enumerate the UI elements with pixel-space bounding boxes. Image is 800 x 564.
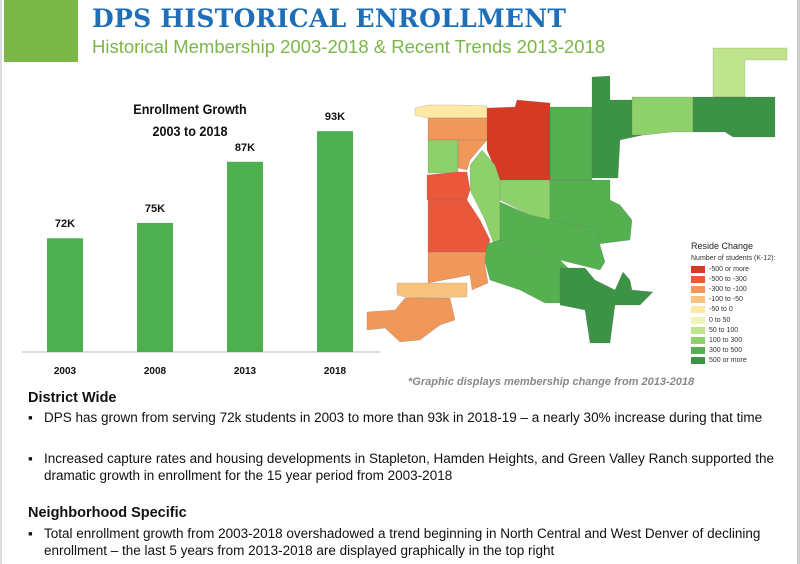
legend-item: 100 to 300 — [691, 335, 775, 345]
bullet-icon: ▪ — [28, 451, 33, 466]
district-heading: District Wide — [28, 390, 117, 406]
legend-label: -100 to -50 — [709, 296, 743, 304]
data-label: 93K — [324, 111, 346, 124]
region-l4a — [414, 104, 488, 119]
bullet-text: Increased capture rates and housing deve… — [44, 451, 774, 483]
region-l0a — [486, 99, 551, 181]
legend-label: 50 to 100 — [709, 326, 739, 334]
district-bullet-1: ▪ DPS has grown from serving 72k students… — [28, 409, 788, 426]
legend-item: 300 to 500 — [691, 346, 775, 356]
legend-label: 300 to 500 — [709, 347, 743, 355]
region-l8a — [549, 106, 593, 181]
region-l1a — [426, 171, 471, 201]
bar-2008 — [137, 222, 173, 352]
brand-square — [4, 0, 78, 62]
legend-label: -500 or more — [709, 265, 750, 273]
region-l2b — [457, 139, 488, 171]
page-title: DPS HISTORICAL ENROLLMENT — [92, 4, 567, 33]
region-l3 — [396, 282, 468, 299]
legend-label: -300 to -100 — [709, 285, 747, 293]
chart-title-line2: 2003 to 2018 — [152, 123, 228, 139]
data-label: 72K — [54, 218, 76, 231]
page-edge — [0, 0, 2, 564]
legend-swatch — [691, 326, 705, 334]
chart-title: Enrollment Growth 2003 to 2018 — [127, 98, 253, 142]
bullet-icon: ▪ — [28, 526, 33, 541]
x-tick-label: 2013 — [233, 366, 257, 377]
legend-swatch — [691, 306, 705, 314]
legend-swatch — [691, 285, 705, 293]
region-l2a — [427, 117, 488, 141]
legend-swatch — [691, 357, 705, 365]
legend-swatch — [691, 265, 705, 273]
page-subtitle: Historical Membership 2003-2018 & Recent… — [92, 36, 606, 57]
legend-label: 500 or more — [709, 357, 747, 365]
legend-label: 100 to 300 — [709, 336, 743, 344]
data-label: 87K — [234, 141, 256, 154]
bar-2013 — [227, 161, 263, 352]
legend-subtitle: Number of students (K-12): — [691, 255, 776, 262]
neighborhood-bullet-1: ▪ Total enrollment growth from 2003-2018 … — [28, 525, 788, 559]
region-l7a — [631, 96, 694, 136]
legend-item: -100 to -50 — [691, 295, 775, 305]
legend-label: -50 to 0 — [709, 306, 733, 314]
region-l2d — [366, 297, 456, 343]
x-tick-label: 2008 — [143, 366, 167, 377]
legend-label: 0 to 50 — [709, 316, 731, 324]
legend-swatch — [691, 316, 705, 324]
region-l6 — [712, 47, 788, 98]
legend-item: -500 to -300 — [691, 274, 775, 284]
legend-swatch — [691, 347, 705, 355]
legend-swatch — [691, 275, 705, 283]
bullet-text: Total enrollment growth from 2003-2018 o… — [44, 526, 761, 558]
district-bullet-2: ▪ Increased capture rates and housing dev… — [28, 450, 788, 484]
x-tick-label: 2003 — [53, 366, 77, 377]
legend-item: -300 to -100 — [691, 284, 775, 294]
data-label: 75K — [144, 202, 166, 215]
scrollbar[interactable] — [797, 0, 800, 564]
region-l9b — [692, 96, 776, 138]
bar-2018 — [317, 131, 353, 352]
legend-item: 0 to 50 — [691, 315, 775, 325]
chart-title-line1: Enrollment Growth — [133, 101, 247, 117]
legend-item: 500 or more — [691, 356, 775, 366]
legend-swatch — [691, 296, 705, 304]
legend-item: -50 to 0 — [691, 305, 775, 315]
region-l9c — [559, 267, 654, 344]
bullet-text: DPS has grown from serving 72k students … — [44, 410, 763, 425]
neighborhood-heading: Neighborhood Specific — [28, 505, 187, 521]
x-tick-label: 2018 — [323, 366, 347, 377]
map-legend: Reside Change Number of students (K-12):… — [691, 241, 775, 366]
legend-item: -500 or more — [691, 264, 775, 274]
map-footnote: *Graphic displays membership change from… — [408, 376, 695, 388]
district-map — [366, 47, 788, 344]
legend-label: -500 to -300 — [709, 275, 747, 283]
bar-2003 — [47, 238, 83, 352]
legend-item: 50 to 100 — [691, 325, 775, 335]
legend-title: Reside Change — [691, 241, 754, 251]
region-l7b — [427, 139, 459, 174]
bar-chart — [22, 131, 380, 353]
bullet-icon: ▪ — [28, 410, 33, 425]
legend-swatch — [691, 336, 705, 344]
